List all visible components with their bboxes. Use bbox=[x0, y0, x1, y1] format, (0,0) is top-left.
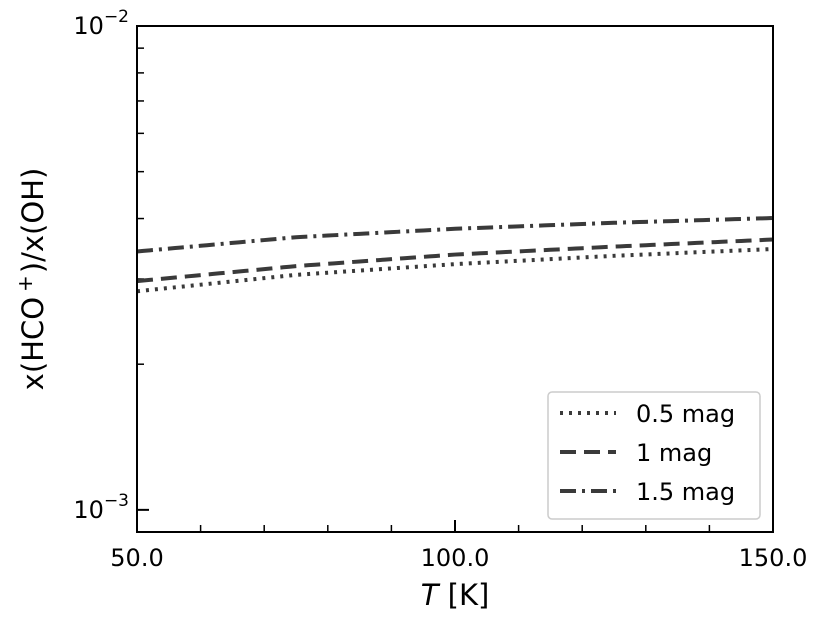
series-line-0_5-mag bbox=[136, 247, 774, 294]
x-tick-label: 100.0 bbox=[421, 544, 490, 572]
y-tick-label: 10−3 bbox=[73, 491, 129, 524]
plot-frame bbox=[136, 25, 774, 533]
legend-label: 1 mag bbox=[636, 439, 712, 467]
y-tick-label-base: 10 bbox=[73, 496, 104, 524]
x-axis-label-symbol: T bbox=[421, 578, 441, 612]
y-axis-label-tail: )/x(OH) bbox=[16, 168, 50, 274]
y-tick-label-base: 10 bbox=[73, 12, 104, 40]
y-major-ticks: 10−310−2 bbox=[73, 7, 149, 524]
y-tick-label: 10−2 bbox=[73, 7, 129, 40]
x-tick-label: 150.0 bbox=[739, 544, 808, 572]
y-axis-label-sup: + bbox=[13, 275, 37, 292]
y-axis-label: x(HCO +)/x(OH) bbox=[13, 168, 50, 391]
legend: 0.5 mag 1 mag 1.5 mag bbox=[547, 391, 761, 520]
x-axis-label: T [K] bbox=[421, 578, 490, 612]
y-axis-label-main: x(HCO bbox=[16, 297, 50, 390]
series-line-1_5-mag bbox=[136, 216, 774, 254]
series-line-1-mag bbox=[136, 237, 774, 284]
x-tick-label: 50.0 bbox=[110, 544, 163, 572]
x-axis-label-unit: [K] bbox=[438, 578, 489, 612]
legend-label: 0.5 mag bbox=[636, 400, 735, 428]
x-major-ticks: 50.0 100.0 150.0 bbox=[110, 520, 807, 572]
x-minor-ticks bbox=[199, 525, 711, 532]
y-tick-label-exp: −3 bbox=[104, 491, 129, 511]
y-tick-label-exp: −2 bbox=[104, 7, 129, 27]
legend-label: 1.5 mag bbox=[636, 478, 735, 506]
series-layer bbox=[136, 216, 774, 294]
legend-box bbox=[547, 391, 761, 520]
